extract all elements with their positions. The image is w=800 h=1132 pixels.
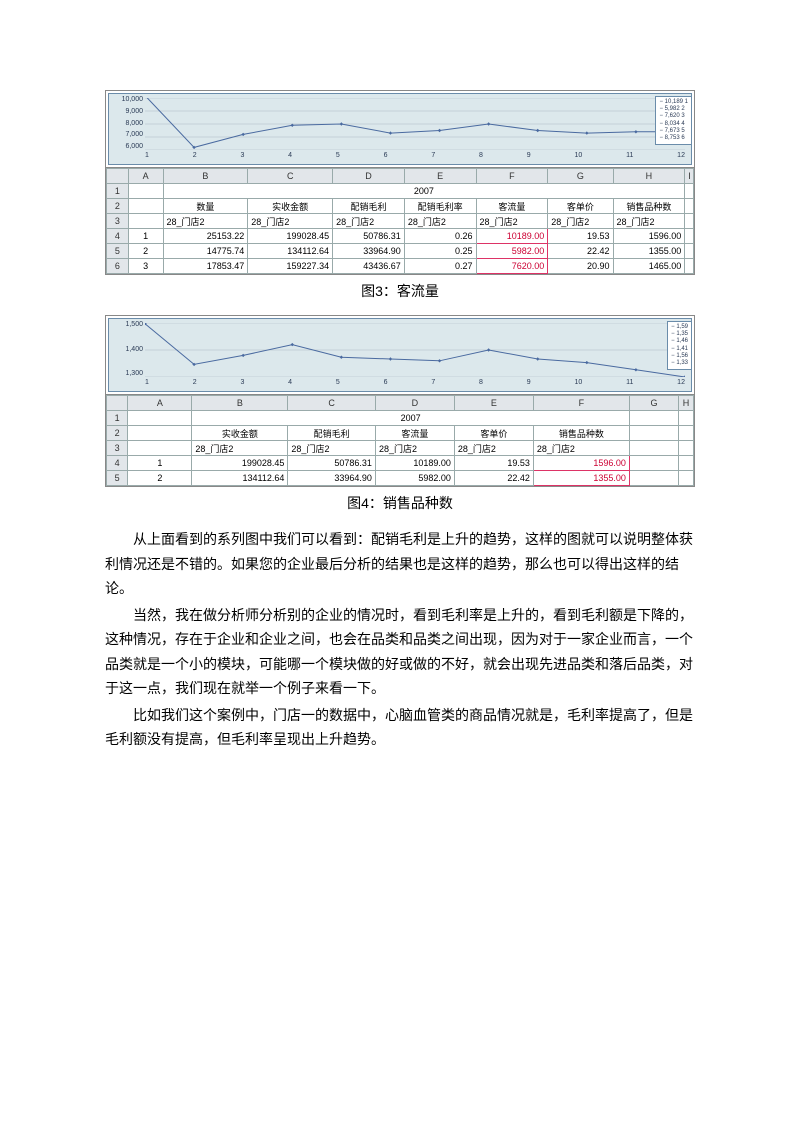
figure3-block: 10,0009,0008,0007,0006,000 1234567891011… <box>105 90 695 275</box>
figure3-caption: 图3：客流量 <box>105 281 695 301</box>
figure3-xlabels: 123456789101112 <box>145 152 685 163</box>
paragraph-2: 当然，我在做分析师分析别的企业的情况时，看到毛利率是上升的，看到毛利额是下降的，… <box>105 603 695 701</box>
figure4-xlabels: 123456789101112 <box>145 379 685 390</box>
figure3-plot <box>145 98 685 150</box>
figure4-block: 1,5001,4001,300 123456789101112 1,591,35… <box>105 315 695 487</box>
figure4-caption: 图4：销售品种数 <box>105 493 695 513</box>
body-text: 从上面看到的系列图中我们可以看到：配销毛利是上升的趋势，这样的图就可以说明整体获… <box>105 527 695 752</box>
figure4-table-area: ABCDEFGH120072实收金额配销毛利客流量客单价销售品种数328_门店2… <box>106 394 694 486</box>
paragraph-1: 从上面看到的系列图中我们可以看到：配销毛利是上升的趋势，这样的图就可以说明整体获… <box>105 527 695 601</box>
figure4-plot <box>145 323 685 377</box>
figure4-legend: 1,591,351,461,411,561,33 <box>667 321 692 370</box>
figure3-table: ABCDEFGHI120072数量实收金额配销毛利配销毛利率客流量客单价销售品种… <box>106 168 694 274</box>
figure4-chart: 1,5001,4001,300 123456789101112 1,591,35… <box>108 318 692 392</box>
figure3-legend: 10,189 15,982 27,620 38,034 47,673 58,75… <box>655 96 692 145</box>
figure3-table-area: ABCDEFGHI120072数量实收金额配销毛利配销毛利率客流量客单价销售品种… <box>106 167 694 274</box>
figure4-ylabels: 1,5001,4001,300 <box>111 321 143 377</box>
figure3-chart: 10,0009,0008,0007,0006,000 1234567891011… <box>108 93 692 165</box>
figure3-ylabels: 10,0009,0008,0007,0006,000 <box>111 96 143 150</box>
paragraph-3: 比如我们这个案例中，门店一的数据中，心脑血管类的商品情况就是，毛利率提高了，但是… <box>105 703 695 752</box>
figure4-table: ABCDEFGH120072实收金额配销毛利客流量客单价销售品种数328_门店2… <box>106 395 694 486</box>
